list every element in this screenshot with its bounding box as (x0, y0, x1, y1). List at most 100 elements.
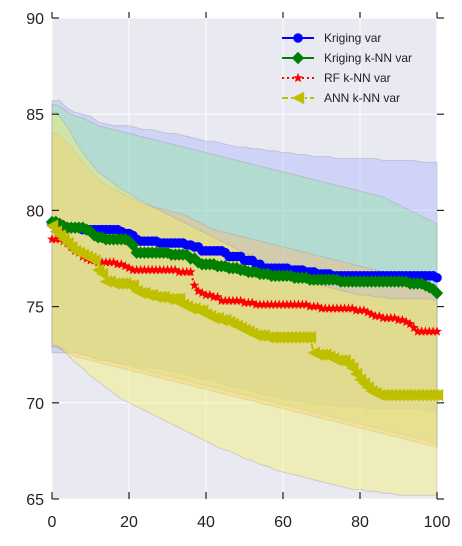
data-point-rf-k-nn-var (255, 299, 265, 309)
data-point-rf-k-nn-var (343, 303, 354, 313)
legend-label: Kriging k-NN var (324, 51, 412, 65)
data-point-ann-k-nn-var (88, 254, 101, 267)
data-point-rf-k-nn-var (362, 307, 373, 317)
legend-label: RF k-NN var (324, 71, 391, 85)
data-point-ann-k-nn-var (430, 388, 444, 402)
data-point-rf-k-nn-var (432, 326, 442, 336)
data-point-rf-k-nn-var (178, 266, 188, 277)
x-tick-label: 0 (48, 514, 57, 531)
data-point-rf-k-nn-var (154, 264, 165, 275)
data-point-rf-k-nn-var (101, 257, 111, 267)
data-point-rf-k-nn-var (251, 299, 261, 309)
data-point-rf-k-nn-var (308, 301, 319, 311)
x-tick-label: 100 (424, 514, 451, 531)
x-tick-label: 60 (274, 514, 292, 531)
legend-item-rf-k-nn-var: RF k-NN var (282, 71, 391, 85)
y-tick-label: 85 (26, 107, 44, 124)
data-point-rf-k-nn-var (335, 303, 346, 313)
data-point-rf-k-nn-var (366, 309, 377, 319)
x-tick-label: 40 (197, 514, 215, 531)
x-tick-label: 20 (120, 514, 138, 531)
data-point-rf-k-nn-var (389, 312, 400, 323)
data-point-rf-k-nn-var (393, 314, 404, 325)
data-point-rf-k-nn-var (193, 286, 204, 296)
y-tick-label: 65 (26, 492, 44, 509)
data-point-rf-k-nn-var (424, 326, 435, 336)
x-tick-label: 80 (351, 514, 369, 531)
data-point-rf-k-nn-var (235, 295, 246, 305)
legend-label: ANN k-NN var (324, 91, 400, 105)
data-point-rf-k-nn-var (189, 280, 200, 290)
data-point-rf-k-nn-var (281, 299, 292, 309)
data-point-rf-k-nn-var (370, 311, 381, 321)
data-point-rf-k-nn-var (297, 299, 308, 309)
data-point-rf-k-nn-var (420, 326, 431, 336)
data-point-rf-k-nn-var (174, 266, 184, 277)
data-point-rf-k-nn-var (374, 311, 385, 321)
data-point-rf-k-nn-var (124, 262, 134, 273)
legend-marker (291, 91, 305, 105)
data-point-rf-k-nn-var (266, 299, 277, 309)
data-point-rf-k-nn-var (212, 291, 223, 302)
data-point-rf-k-nn-var (339, 303, 350, 313)
data-point-rf-k-nn-var (428, 326, 439, 336)
data-point-rf-k-nn-var (220, 295, 231, 305)
y-tick-label: 90 (26, 11, 44, 28)
legend-marker (293, 33, 303, 43)
data-point-rf-k-nn-var (158, 264, 169, 275)
data-point-rf-k-nn-var (204, 289, 215, 300)
data-point-rf-k-nn-var (170, 264, 181, 275)
data-point-rf-k-nn-var (293, 299, 304, 309)
data-point-rf-k-nn-var (139, 264, 150, 275)
data-point-rf-k-nn-var (143, 264, 154, 275)
data-point-rf-k-nn-var (216, 295, 227, 305)
data-point-rf-k-nn-var (108, 257, 119, 267)
data-point-rf-k-nn-var (208, 291, 219, 302)
data-point-rf-k-nn-var (151, 264, 161, 275)
data-point-rf-k-nn-var (278, 299, 288, 309)
data-point-rf-k-nn-var (409, 322, 419, 332)
y-tick-label: 70 (26, 396, 44, 413)
data-point-rf-k-nn-var (127, 264, 138, 275)
data-point-rf-k-nn-var (412, 326, 423, 336)
data-point-rf-k-nn-var (385, 312, 396, 323)
data-point-rf-k-nn-var (378, 312, 388, 323)
data-point-rf-k-nn-var (289, 299, 300, 309)
data-point-rf-k-nn-var (197, 287, 208, 298)
data-point-rf-k-nn-var (181, 266, 192, 277)
data-point-rf-k-nn-var (228, 295, 238, 305)
data-point-rf-k-nn-var (355, 305, 365, 315)
data-point-rf-k-nn-var (258, 299, 269, 309)
series-markers (45, 215, 444, 402)
data-point-rf-k-nn-var (305, 301, 315, 311)
data-point-rf-k-nn-var (324, 303, 335, 313)
band-rf-k-nn-var (51, 133, 438, 448)
y-tick-label: 75 (26, 300, 44, 317)
data-point-rf-k-nn-var (397, 314, 408, 325)
data-point-rf-k-nn-var (185, 266, 196, 277)
data-point-kriging-k-nn-var (430, 286, 444, 300)
legend-marker (293, 72, 303, 83)
y-tick-label: 80 (26, 203, 44, 220)
data-point-rf-k-nn-var (262, 299, 273, 309)
data-point-rf-k-nn-var (243, 297, 254, 307)
data-point-rf-k-nn-var (416, 326, 427, 336)
data-point-kriging-var (432, 272, 442, 283)
legend: Kriging var Kriging k-NN var RF k-NN var AN… (282, 31, 412, 105)
data-point-ann-k-nn-var (95, 267, 109, 281)
data-point-rf-k-nn-var (120, 261, 131, 271)
data-point-rf-k-nn-var (358, 305, 369, 315)
data-point-rf-k-nn-var (50, 234, 61, 244)
data-point-rf-k-nn-var (351, 305, 362, 315)
data-point-rf-k-nn-var (301, 299, 311, 309)
data-point-rf-k-nn-var (239, 297, 250, 307)
data-point-rf-k-nn-var (162, 264, 173, 275)
axes: 0 20 40 60 80 100 65 70 75 80 85 90 (26, 11, 450, 531)
data-point-rf-k-nn-var (405, 318, 415, 329)
data-point-rf-k-nn-var (166, 264, 177, 275)
data-point-rf-k-nn-var (97, 257, 107, 267)
data-point-rf-k-nn-var (224, 295, 234, 305)
data-point-rf-k-nn-var (401, 316, 412, 327)
legend-item-ann-k-nn-var: ANN k-NN var (282, 91, 400, 105)
